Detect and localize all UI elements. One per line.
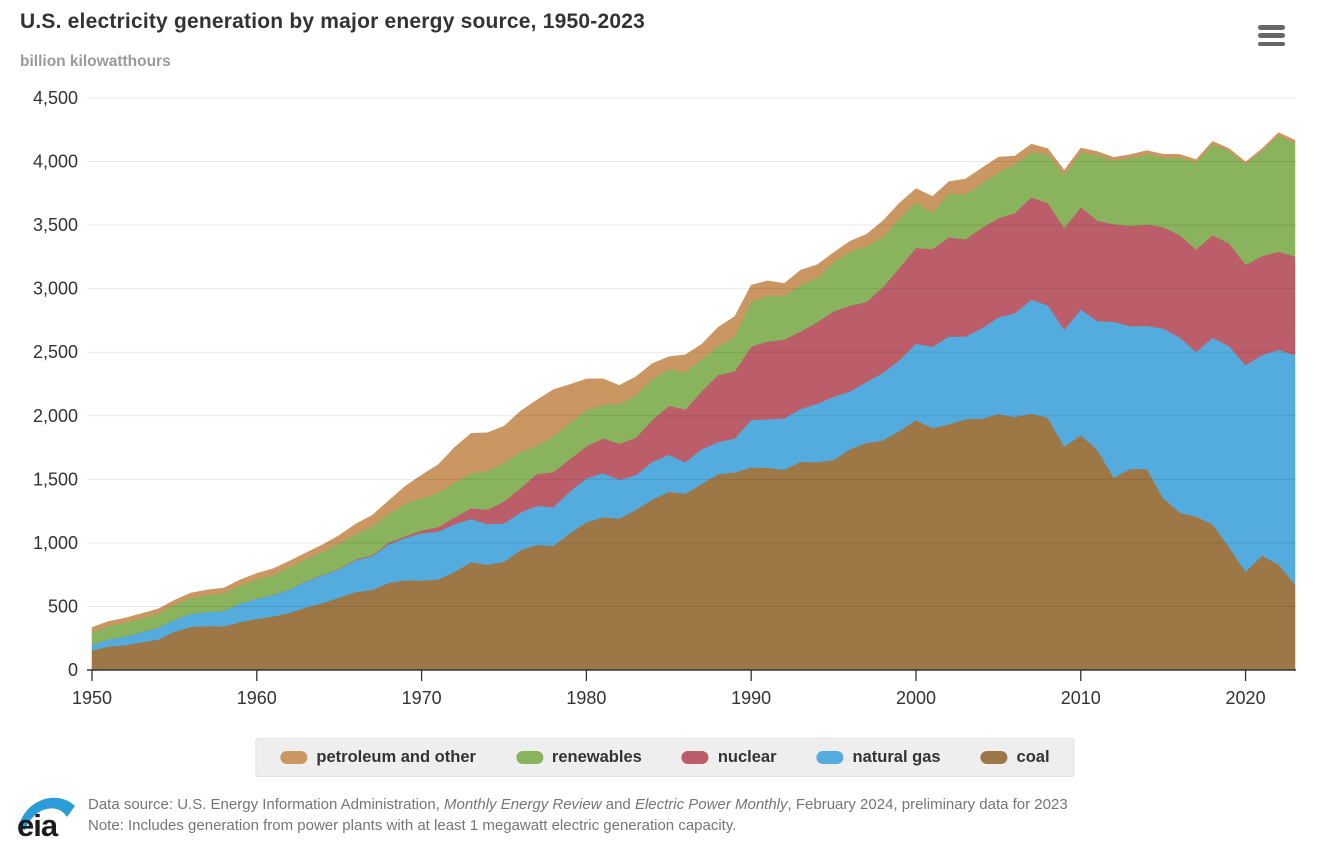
- eia-logo-swoosh: [18, 797, 75, 830]
- eia-logo: eia: [17, 797, 75, 843]
- legend-swatch-petroleum-and-other: [280, 751, 308, 764]
- source-text-segment: , February 2024, preliminary data for 20…: [787, 796, 1068, 813]
- legend-item-renewables[interactable]: renewables: [515, 748, 642, 767]
- y-axis-tick-label: 4,000: [33, 152, 78, 172]
- legend-swatch-natural-gas: [816, 751, 844, 764]
- chart-legend: petroleum and other renewables nuclear natu…: [255, 738, 1075, 777]
- data-source-text: Data source: U.S. Energy Information Adm…: [88, 794, 1068, 815]
- legend-label: nuclear: [717, 748, 777, 766]
- source-publication-name: Monthly Energy Review: [444, 796, 602, 813]
- hamburger-menu-icon[interactable]: [1258, 25, 1285, 46]
- y-axis-tick-label: 2,500: [33, 342, 78, 362]
- chart-footer: eia Data source: U.S. Energy Information…: [16, 789, 1068, 843]
- x-axis-tick-label: 1960: [237, 688, 277, 708]
- area-petroleum-and-other[interactable]: [91, 132, 1296, 633]
- menu-bar: [1258, 25, 1285, 30]
- legend-item-natural-gas[interactable]: natural gas: [816, 748, 941, 767]
- y-axis-tick-label: 4,500: [33, 88, 78, 108]
- page-title: U.S. electricity generation by major ene…: [20, 10, 645, 33]
- legend-label: renewables: [551, 748, 642, 766]
- source-publication-name: Electric Power Monthly: [634, 796, 788, 813]
- menu-bar: [1258, 41, 1285, 46]
- legend-item-coal[interactable]: coal: [980, 748, 1050, 767]
- y-axis-tick-label: 3,500: [33, 215, 78, 235]
- source-text-segment: Data source: U.S. Energy Information Adm…: [88, 796, 444, 813]
- x-axis-tick-label: 1990: [731, 688, 771, 708]
- legend-label: natural gas: [852, 748, 941, 766]
- x-axis-tick-label: 2000: [896, 688, 936, 708]
- x-axis-tick-label: 1980: [566, 688, 606, 708]
- legend-item-petroleum-and-other[interactable]: petroleum and other: [280, 748, 476, 767]
- legend-swatch-nuclear: [681, 751, 709, 764]
- x-axis-tick-label: 2010: [1061, 688, 1101, 708]
- eia-logo-text: eia: [17, 808, 59, 843]
- y-axis-tick-label: 2,000: [33, 406, 78, 426]
- y-axis-tick-label: 1,000: [33, 533, 78, 553]
- legend-label: petroleum and other: [316, 748, 476, 766]
- x-axis-tick-label: 1950: [72, 688, 112, 708]
- note-text: Note: Includes generation from power pla…: [88, 817, 737, 834]
- stacked-area-chart: 1950 1960 1970 1980 1990 2000 2010 2020 0 500 1,00…: [33, 88, 1296, 708]
- y-axis-tick-label: 0: [68, 660, 78, 680]
- legend-item-nuclear[interactable]: nuclear: [681, 748, 777, 767]
- legend-label: coal: [1016, 748, 1050, 766]
- x-axis-tick-label: 1970: [402, 688, 442, 708]
- y-axis-unit-label: billion kilowatthours: [20, 53, 171, 70]
- y-axis-tick-label: 1,500: [33, 469, 78, 489]
- menu-bar: [1258, 33, 1285, 38]
- x-axis-tick-label: 2020: [1226, 688, 1266, 708]
- legend-swatch-renewables: [515, 751, 543, 764]
- legend-swatch-coal: [980, 751, 1008, 764]
- y-axis-tick-label: 3,000: [33, 279, 78, 299]
- y-axis-tick-label: 500: [48, 596, 78, 616]
- source-text-segment: and: [601, 796, 635, 813]
